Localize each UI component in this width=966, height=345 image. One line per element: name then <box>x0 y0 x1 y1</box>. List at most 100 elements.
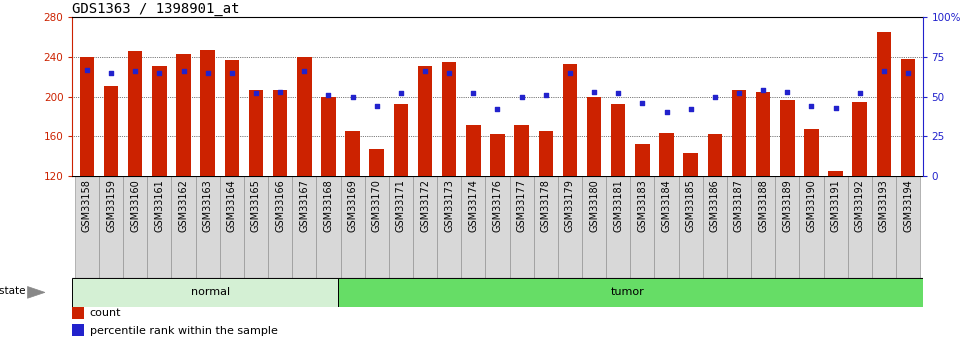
Text: tumor: tumor <box>611 287 644 297</box>
Bar <box>104 86 119 176</box>
Point <box>611 91 626 96</box>
Text: GSM33192: GSM33192 <box>855 179 865 232</box>
Bar <box>269 176 292 278</box>
Text: GSM33161: GSM33161 <box>155 179 164 232</box>
Point <box>79 67 95 72</box>
Text: GSM33166: GSM33166 <box>275 179 285 232</box>
Bar <box>582 176 607 278</box>
Bar <box>321 97 336 176</box>
Bar <box>533 176 557 278</box>
Bar <box>853 101 867 176</box>
Text: count: count <box>90 308 122 318</box>
Bar <box>510 176 534 278</box>
Bar <box>153 66 167 176</box>
Text: GSM33191: GSM33191 <box>831 179 840 232</box>
Bar <box>442 62 457 176</box>
Point <box>248 91 264 96</box>
Point <box>224 70 240 76</box>
Bar <box>901 59 916 176</box>
Text: GSM33189: GSM33189 <box>782 179 792 232</box>
Text: GSM33185: GSM33185 <box>686 179 696 232</box>
Point <box>417 68 433 74</box>
Bar <box>805 129 819 176</box>
Bar <box>220 176 243 278</box>
Text: GDS1363 / 1398901_at: GDS1363 / 1398901_at <box>72 2 240 16</box>
Text: GSM33159: GSM33159 <box>106 179 116 232</box>
Bar <box>684 153 698 176</box>
Text: normal: normal <box>190 287 230 297</box>
Bar <box>124 176 147 278</box>
Text: GSM33194: GSM33194 <box>903 179 913 232</box>
Text: GSM33163: GSM33163 <box>203 179 213 232</box>
Point <box>755 88 771 93</box>
Point <box>514 94 529 99</box>
Bar <box>292 176 316 278</box>
Bar <box>607 176 630 278</box>
Bar <box>75 176 99 278</box>
Point <box>731 91 747 96</box>
Point <box>586 89 602 95</box>
Point <box>345 94 360 99</box>
Bar <box>128 51 143 176</box>
Bar <box>249 90 263 176</box>
Bar <box>660 133 674 176</box>
Text: GSM33170: GSM33170 <box>372 179 382 232</box>
Bar <box>515 125 529 176</box>
Point <box>900 70 916 76</box>
Point <box>707 94 723 99</box>
Bar <box>147 176 172 278</box>
Text: GSM33167: GSM33167 <box>299 179 309 232</box>
Text: GSM33168: GSM33168 <box>324 179 333 232</box>
Text: GSM33164: GSM33164 <box>227 179 237 232</box>
Point <box>828 105 843 110</box>
Bar <box>485 176 510 278</box>
Bar <box>365 176 388 278</box>
Bar <box>172 176 195 278</box>
Bar <box>341 176 365 278</box>
Bar <box>99 176 124 278</box>
Text: disease state: disease state <box>0 286 25 296</box>
Text: GSM33180: GSM33180 <box>589 179 599 232</box>
Point <box>490 107 505 112</box>
Text: GSM33173: GSM33173 <box>444 179 454 232</box>
Text: GSM33177: GSM33177 <box>517 179 526 232</box>
Text: GSM33158: GSM33158 <box>82 179 92 232</box>
Bar <box>829 171 843 176</box>
Text: GSM33165: GSM33165 <box>251 179 261 232</box>
Bar <box>413 176 437 278</box>
Point <box>804 104 819 109</box>
Point <box>780 89 795 95</box>
Text: GSM33179: GSM33179 <box>565 179 575 232</box>
Bar <box>298 57 312 176</box>
Bar <box>752 176 776 278</box>
Bar <box>636 144 650 176</box>
Point <box>152 70 167 76</box>
Bar <box>655 176 678 278</box>
Text: GSM33187: GSM33187 <box>734 179 744 232</box>
Point <box>538 92 554 98</box>
Bar <box>823 176 848 278</box>
Bar <box>727 176 752 278</box>
Point <box>562 70 578 76</box>
Point <box>369 104 384 109</box>
Polygon shape <box>28 286 45 298</box>
Text: GSM33162: GSM33162 <box>179 179 188 232</box>
Bar <box>563 64 578 176</box>
Bar <box>775 176 799 278</box>
Bar <box>72 307 84 319</box>
Text: GSM33171: GSM33171 <box>396 179 406 232</box>
Bar <box>273 90 288 176</box>
Bar <box>587 97 601 176</box>
Text: GSM33176: GSM33176 <box>493 179 502 232</box>
Bar <box>388 176 413 278</box>
Point <box>200 70 215 76</box>
Bar <box>756 92 771 176</box>
Point <box>466 91 481 96</box>
Point <box>128 68 143 74</box>
Text: percentile rank within the sample: percentile rank within the sample <box>90 326 277 335</box>
Bar <box>702 176 726 278</box>
Bar <box>462 176 485 278</box>
Point <box>393 91 409 96</box>
Text: GSM33172: GSM33172 <box>420 179 430 232</box>
Bar <box>539 131 554 176</box>
